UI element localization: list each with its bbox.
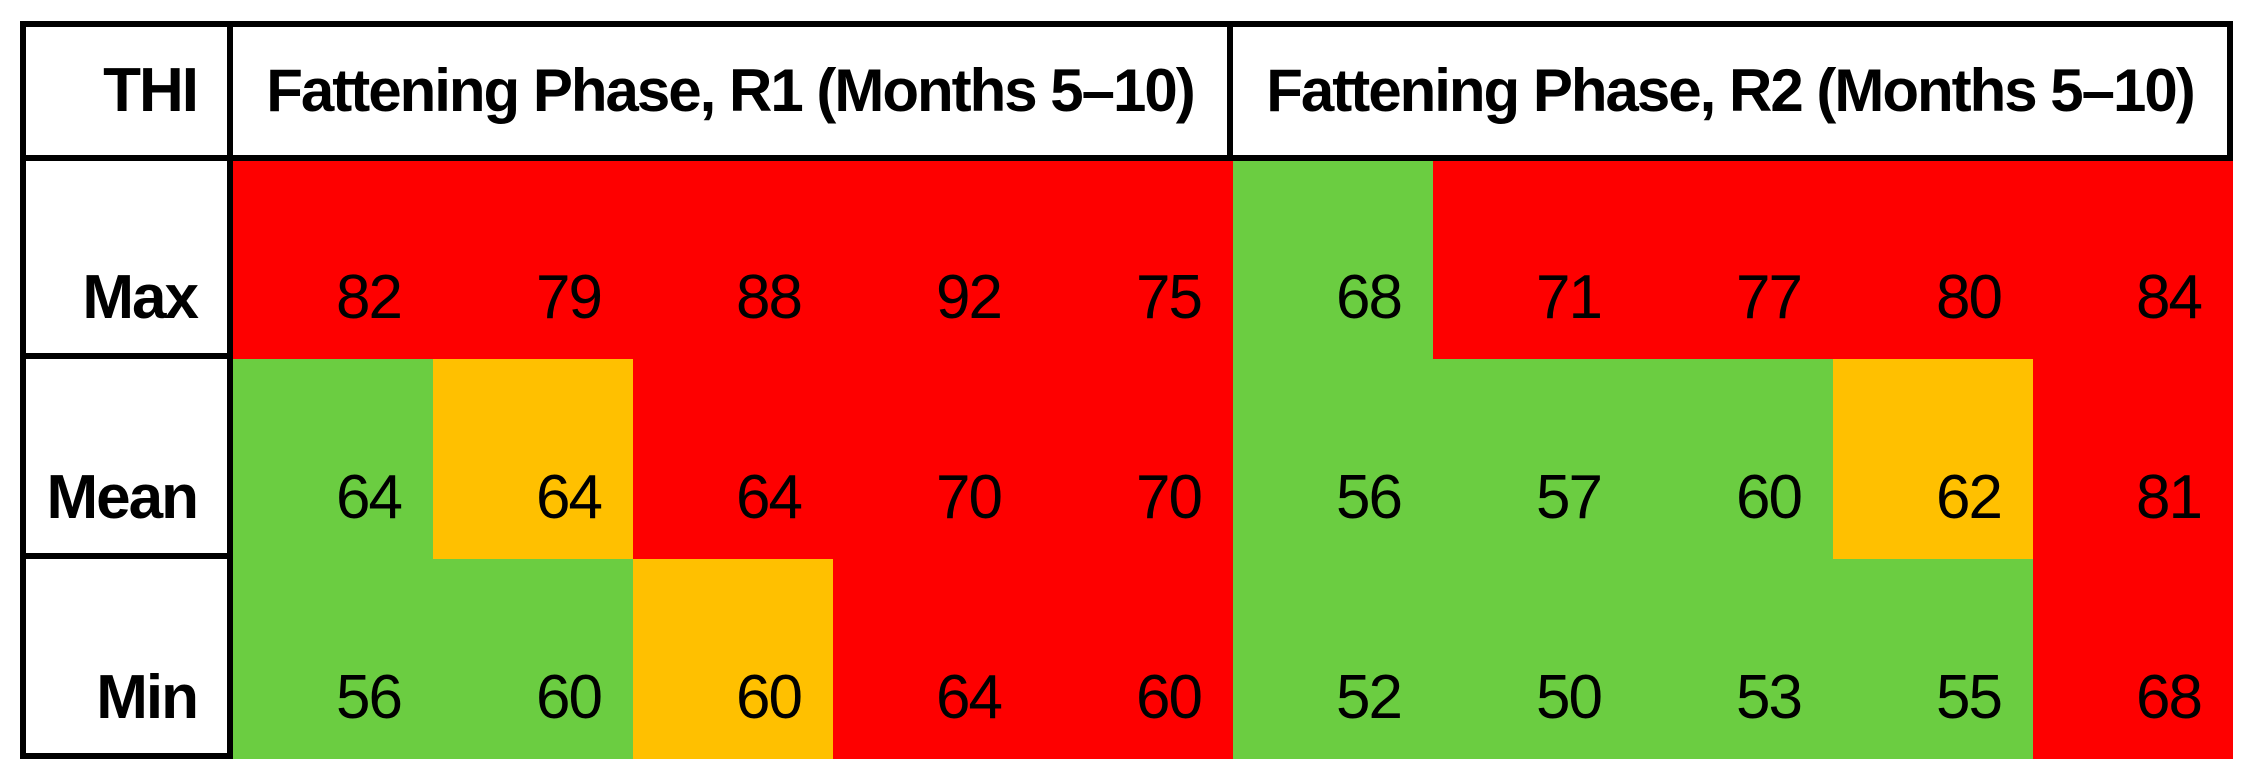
column-group-header-r1: Fattening Phase, R1 (Months 5–10) [233,21,1233,161]
thi-value-cell: 60 [1033,559,1233,759]
thi-value-cell: 82 [233,161,433,359]
thi-value-cell: 60 [1633,359,1833,559]
thi-value-cell: 62 [1833,359,2033,559]
thi-value-cell: 56 [1233,359,1433,559]
row-label-min: Min [20,559,233,759]
thi-value-cell: 75 [1033,161,1233,359]
thi-value-cell: 64 [433,359,633,559]
thi-value-cell: 64 [833,559,1033,759]
thi-value-cell: 79 [433,161,633,359]
thi-value-cell: 77 [1633,161,1833,359]
row-label-max: Max [20,161,233,359]
thi-value-cell: 52 [1233,559,1433,759]
table-corner-label: THI [20,21,233,161]
thi-value-cell: 70 [833,359,1033,559]
thi-value-cell: 88 [633,161,833,359]
row-label-mean: Mean [20,359,233,559]
thi-value-cell: 84 [2033,161,2233,359]
thi-heatmap-table: THI Fattening Phase, R1 (Months 5–10) Fa… [20,21,2233,759]
thi-value-cell: 81 [2033,359,2233,559]
column-group-header-r2: Fattening Phase, R2 (Months 5–10) [1233,21,2233,161]
thi-value-cell: 64 [633,359,833,559]
thi-value-cell: 70 [1033,359,1233,559]
thi-value-cell: 80 [1833,161,2033,359]
thi-value-cell: 64 [233,359,433,559]
thi-value-cell: 71 [1433,161,1633,359]
thi-value-cell: 56 [233,559,433,759]
thi-value-cell: 50 [1433,559,1633,759]
thi-value-cell: 57 [1433,359,1633,559]
thi-value-cell: 68 [2033,559,2233,759]
thi-value-cell: 68 [1233,161,1433,359]
thi-value-cell: 60 [633,559,833,759]
thi-value-cell: 60 [433,559,633,759]
thi-value-cell: 92 [833,161,1033,359]
thi-value-cell: 55 [1833,559,2033,759]
thi-value-cell: 53 [1633,559,1833,759]
